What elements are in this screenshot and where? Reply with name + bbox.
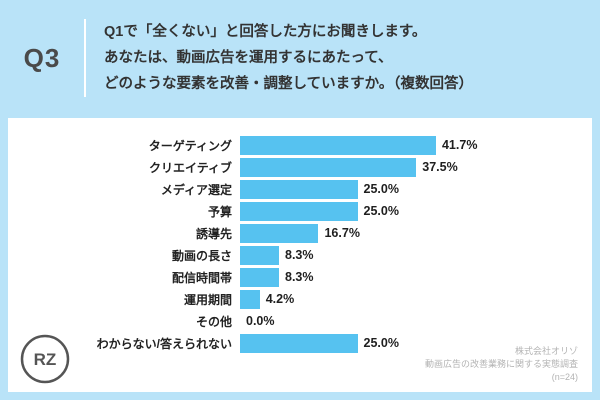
value-label: 16.7% [324,226,360,240]
source-note: 株式会社オリゾ 動画広告の改善業務に関する実態調査 (n=24) [425,345,578,384]
chart-row: ターゲティング 41.7% [8,134,592,156]
value-label: 25.0% [363,336,399,350]
question-line-2: あなたは、動画広告を運用するにあたって、 [104,50,393,66]
category-label: メディア選定 [160,182,232,197]
category-label: 誘導先 [195,226,232,241]
bar [240,179,358,199]
bar [240,289,260,309]
bar [240,157,417,177]
value-label: 41.7% [441,138,478,152]
bar [240,245,279,265]
question-line-3: どのような要素を改善・調整していますか。（複数回答） [104,76,474,92]
chart-row: 運用期間 4.2% [8,288,592,310]
value-label: 25.0% [363,182,399,196]
bar-track: 25.0% [240,200,592,222]
chart-row: わからない/答えられない 25.0% [8,332,592,354]
bar-track: 8.3% [240,266,592,288]
bar-track: 0.0% [240,310,592,332]
category-label: ターゲティング [148,138,232,153]
bar [240,333,358,353]
question-header: Q3 Q1で「全くない」と回答した方にお聞きします。 あなたは、動画広告を運用す… [0,0,600,116]
bar [240,223,319,243]
chart-row: 予算 25.0% [8,200,592,222]
value-label: 4.2% [265,292,295,306]
source-company: 株式会社オリゾ [514,346,578,356]
category-label: 動画の長さ [171,248,232,263]
bar [240,267,279,287]
bar-track: 25.0% [240,178,592,200]
category-label: わからない/答えられない [96,336,232,351]
value-label: 8.3% [285,270,314,284]
bar [240,201,358,221]
chart-row: メディア選定 25.0% [8,178,592,200]
chart-row: クリエイティブ 37.5% [8,156,592,178]
chart-row: 配信時間帯 8.3% [8,266,592,288]
bar-track: 8.3% [240,244,592,266]
question-line-1: Q1で「全くない」と回答した方にお聞きします。 [104,24,427,40]
bar-rows: ターゲティング 41.7% クリエイティブ 37.5% メディア選定 25.0% 予算 25.… [8,134,592,354]
bar-track: 4.2% [240,288,592,310]
chart-row: 動画の長さ 8.3% [8,244,592,266]
bar-track: 25.0% [240,332,592,354]
source-sample: (n=24) [551,372,578,382]
category-label: 予算 [207,204,232,219]
question-text: Q1で「全くない」と回答した方にお聞きします。 あなたは、動画広告を運用するにあ… [86,19,473,97]
chart-row: その他 0.0% [8,310,592,332]
bar-track: 37.5% [240,156,592,178]
source-survey: 動画広告の改善業務に関する実態調査 [424,359,578,369]
bar [240,135,436,155]
bar-track: 41.7% [240,134,592,156]
value-label: 37.5% [422,160,458,174]
category-label: その他 [195,314,232,329]
value-label: 25.0% [363,204,399,218]
value-label: 8.3% [285,248,314,262]
svg-text:RZ: RZ [34,350,57,369]
chart-row: 誘導先 16.7% [8,222,592,244]
category-label: クリエイティブ [148,160,232,175]
header-divider [84,19,86,97]
bar-track: 16.7% [240,222,592,244]
category-label: 運用期間 [183,292,232,307]
category-label: 配信時間帯 [171,270,232,285]
value-label: 0.0% [246,314,275,328]
question-number: Q3 [23,42,61,73]
company-logo: RZ [20,334,70,384]
chart-panel: ターゲティング 41.7% クリエイティブ 37.5% メディア選定 25.0% 予算 25.… [8,118,592,392]
